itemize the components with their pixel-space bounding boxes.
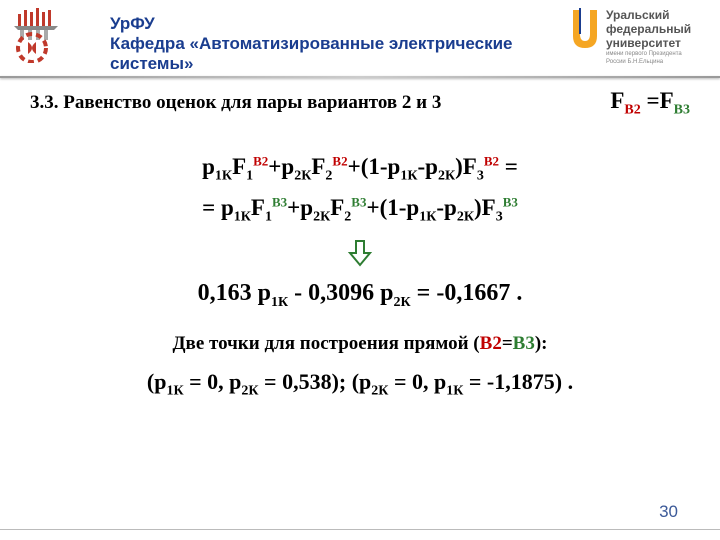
heading-formula: FB2 =FВ3 [610, 88, 690, 119]
page-number: 30 [659, 502, 678, 522]
header-subtitle: Кафедра «Автоматизированные электрически… [110, 34, 570, 74]
logo-right: Уральский федеральный университет имени … [570, 8, 710, 65]
header-divider [0, 76, 720, 78]
header-text: УрФУ Кафедра «Автоматизированные электри… [80, 8, 570, 74]
down-arrow-icon [346, 239, 374, 267]
title-row: 3.3. Равенство оценок для пары вариантов… [30, 88, 690, 119]
arrow-down [30, 239, 690, 272]
points-text: Две точки для построения прямой (В2=В3): [30, 333, 690, 355]
header-title: УрФУ [110, 14, 570, 34]
footer-divider [0, 529, 720, 530]
equation-line2: = p1КF1В3+p2КF2В3+(1-p1К-p2К)F3В3 [30, 188, 690, 229]
equation-block: p1КF1В2+p2КF2В2+(1-p1К-p2К)F3В2 = = p1КF… [30, 147, 690, 230]
logo-left [10, 8, 80, 63]
header: УрФУ Кафедра «Автоматизированные электри… [0, 0, 720, 74]
section-title: 3.3. Равенство оценок для пары вариантов… [30, 92, 441, 114]
numeric-equation: 0,163 p1К - 0,3096 p2К = -0,1667 . [30, 280, 690, 311]
points-equation: (p1К = 0, p2К = 0,538); (p2К = 0, p1К = … [30, 369, 690, 399]
content: 3.3. Равенство оценок для пары вариантов… [0, 88, 720, 400]
equation-line1: p1КF1В2+p2КF2В2+(1-p1К-p2К)F3В2 = [30, 147, 690, 188]
ural-text: Уральский федеральный университет имени … [606, 8, 691, 65]
ural-logo-icon [570, 8, 600, 50]
building-icon [10, 8, 80, 63]
